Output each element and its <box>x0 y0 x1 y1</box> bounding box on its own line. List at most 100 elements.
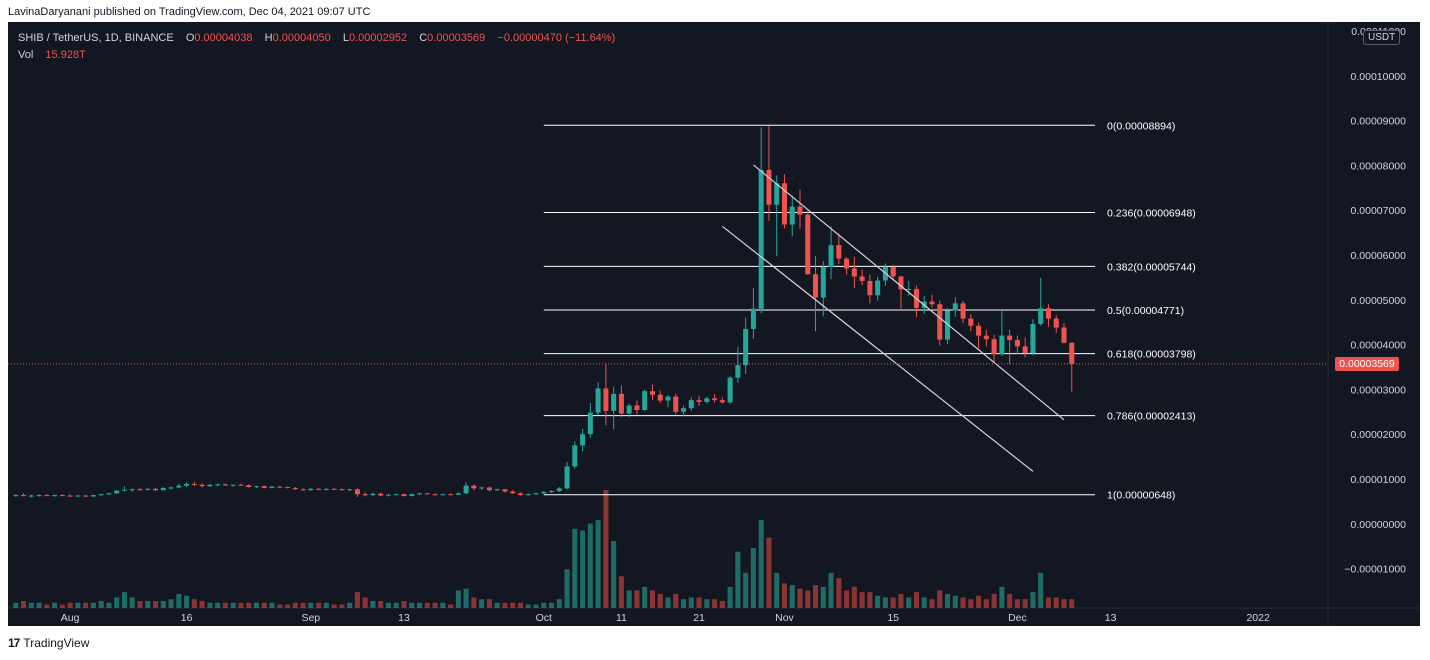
last-price-tag: 0.00003569 <box>1335 356 1399 371</box>
volume-bar <box>417 602 423 608</box>
volume-bar <box>207 602 213 608</box>
candle-body <box>890 267 896 277</box>
volume-bar <box>1014 599 1020 608</box>
volume-bar <box>215 602 221 608</box>
volume-bar <box>750 548 756 608</box>
volume-bar <box>999 586 1005 608</box>
high-label: H <box>264 32 273 44</box>
fib-level-label: 1(0.00000648) <box>1107 490 1175 502</box>
volume-bar <box>781 583 787 608</box>
candle-body <box>168 487 174 489</box>
candle-body <box>696 400 702 402</box>
volume-bar <box>556 599 562 608</box>
low-value: 0.00002952 <box>348 32 408 44</box>
price-chart[interactable]: 0.000110000.000100000.000090000.00008000… <box>8 22 1420 626</box>
volume-bar <box>952 595 958 608</box>
volume-bar <box>983 599 989 608</box>
candle-body <box>199 484 205 487</box>
volume-bar <box>727 586 733 608</box>
x-tick-label: 13 <box>398 612 410 624</box>
volume-bar <box>704 599 710 608</box>
candle-body <box>114 490 120 494</box>
candle-body <box>991 339 997 355</box>
candle-body <box>285 487 291 489</box>
y-tick-label: 0.00005000 <box>1351 295 1407 307</box>
volume-bar <box>292 602 298 608</box>
volume-bar <box>805 590 811 608</box>
candle-body <box>323 488 329 490</box>
volume-bar <box>385 602 391 608</box>
volume-bar <box>331 604 337 608</box>
chart-area[interactable]: 0.000110000.000100000.000090000.00008000… <box>8 22 1420 626</box>
volume-bar <box>945 593 951 608</box>
candle-body <box>867 280 873 296</box>
volume-bar <box>797 588 803 608</box>
candle-body <box>253 486 259 488</box>
candle-body <box>820 267 826 298</box>
candle-body <box>603 388 609 411</box>
candle-body <box>448 494 454 496</box>
candle-body <box>649 391 655 395</box>
candle-body <box>222 484 228 486</box>
candle-body <box>906 289 912 291</box>
volume-bar <box>83 602 89 608</box>
volume-bar <box>90 602 96 608</box>
volume-bar <box>153 600 159 608</box>
candle-body <box>595 388 601 413</box>
volume-bar <box>735 551 741 608</box>
volume-bar <box>595 519 601 608</box>
candle-body <box>90 495 96 497</box>
volume-bar <box>1069 599 1075 608</box>
volume-bar <box>937 590 943 608</box>
candle-body <box>1022 346 1028 354</box>
candle-body <box>665 396 671 401</box>
volume-bar <box>1053 597 1059 608</box>
volume-bar <box>991 593 997 608</box>
volume-bar <box>1038 572 1044 608</box>
y-tick-label: 0.00002000 <box>1351 429 1407 441</box>
volume-bar <box>517 602 523 608</box>
open-value: 0.00004038 <box>194 32 253 44</box>
candle-body <box>859 276 865 281</box>
candle-body <box>618 393 624 414</box>
open-label: O <box>185 32 195 44</box>
volume-bar <box>867 592 873 608</box>
volume-bar <box>238 602 244 608</box>
candle-body <box>75 495 81 497</box>
symbol-label[interactable]: SHIB / TetherUS, 1D, BINANCE <box>18 32 174 44</box>
volume-bar <box>836 578 842 608</box>
volume-bar <box>968 599 974 608</box>
candle-body <box>36 495 42 497</box>
y-tick-label: 0.00006000 <box>1351 250 1407 262</box>
volume-bar <box>634 590 640 608</box>
volume-bar <box>308 602 314 608</box>
volume-bar <box>354 592 360 608</box>
volume-bar <box>184 595 190 608</box>
channel-trendline <box>753 164 1065 421</box>
volume-bar <box>106 602 112 608</box>
candle-body <box>300 489 306 491</box>
volume-bar <box>828 572 834 608</box>
volume-bar <box>533 604 539 608</box>
candle-body <box>587 412 593 435</box>
candle-body <box>308 488 314 491</box>
volume-bar <box>230 602 236 608</box>
volume-bar <box>222 602 228 608</box>
volume-bar <box>137 600 143 608</box>
channel-trendline <box>721 225 1034 472</box>
tradingview-logo[interactable]: 17 TradingView <box>8 636 89 650</box>
candle-body <box>875 280 881 296</box>
y-tick-label: −0.00001000 <box>1344 564 1406 576</box>
candle-body <box>634 405 640 410</box>
volume-bar <box>261 602 267 608</box>
currency-badge[interactable]: USDT <box>1363 30 1401 45</box>
fib-level-label: 0(0.00008894) <box>1107 120 1175 132</box>
candle-body <box>719 400 725 403</box>
volume-bar <box>486 599 492 608</box>
volume-bar <box>525 604 531 608</box>
candle-body <box>743 328 749 366</box>
volume-bar <box>820 586 826 608</box>
candle-body <box>331 488 337 490</box>
candle-body <box>1038 308 1044 324</box>
volume-bar <box>67 602 73 608</box>
